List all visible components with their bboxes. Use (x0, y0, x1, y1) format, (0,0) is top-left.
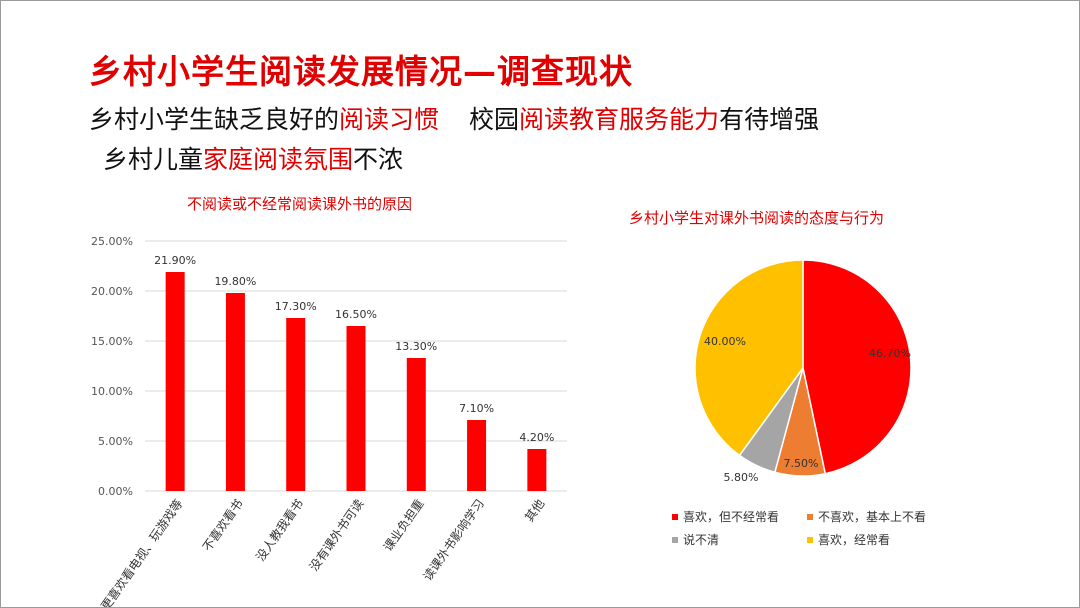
bar (346, 326, 366, 491)
legend-entry: 不喜欢，基本上不看 (818, 509, 926, 524)
y-tick-label: 0.00% (98, 485, 133, 498)
bar (527, 449, 547, 491)
bar-data-label: 7.10% (459, 402, 494, 415)
bar (165, 272, 185, 491)
line1-highlight-reading-habit: 阅读习惯 (339, 105, 440, 134)
bar (467, 420, 487, 491)
legend-entry: 喜欢，经常看 (818, 532, 890, 547)
pie-chart-title: 乡村小学生对课外书阅读的态度与行为 (629, 209, 885, 227)
legend-entry: 说不清 (683, 532, 719, 547)
bar-data-label: 13.30% (395, 340, 437, 353)
legend-swatch (672, 514, 678, 520)
legend-swatch (807, 514, 813, 520)
pie-data-label: 46.70% (869, 347, 911, 360)
bar (406, 358, 426, 491)
legend-swatch (672, 537, 678, 543)
bar-chart: 0.00% 5.00% 10.00% 15.00% 20.00% 25.00% 21.90%… (91, 235, 567, 607)
bar-data-label: 4.20% (519, 431, 554, 444)
subtitle-line-1: 乡村小学生缺乏良好的阅读习惯 校园阅读教育服务能力有待增强 (89, 100, 819, 136)
bar-chart-title: 不阅读或不经常阅读课外书的原因 (187, 195, 413, 213)
bar-data-label: 21.90% (154, 254, 196, 267)
y-tick-label: 20.00% (91, 285, 133, 298)
subtitle-line-2: 乡村儿童家庭阅读氛围不浓 (103, 140, 403, 176)
line2-highlight-family: 家庭阅读氛围 (203, 145, 354, 174)
line2-text-2: 不浓 (353, 145, 404, 174)
legend-swatch (807, 537, 813, 543)
bar-data-label: 16.50% (335, 308, 377, 321)
y-tick-label: 10.00% (91, 385, 133, 398)
bar (286, 318, 306, 491)
pie-slice (802, 259, 912, 475)
bar-data-label: 19.80% (214, 275, 256, 288)
bar-data-label: 17.30% (275, 300, 317, 313)
pie-data-label: 5.80% (724, 471, 759, 484)
slide-title: 乡村小学生阅读发展情况—调查现状 (89, 52, 633, 91)
line1-text-1: 乡村小学生缺乏良好的 (89, 105, 340, 134)
y-tick-label: 5.00% (98, 435, 133, 448)
line1-text-3: 有待增强 (719, 105, 820, 134)
line1-text-2: 校园 (469, 105, 520, 134)
pie-data-label: 7.50% (784, 457, 819, 470)
pie-slice (694, 259, 804, 457)
legend-entry: 喜欢，但不经常看 (683, 509, 779, 524)
line2-text-1: 乡村儿童 (103, 145, 204, 174)
y-tick-label: 15.00% (91, 335, 133, 348)
line1-highlight-service: 阅读教育服务能力 (519, 105, 720, 134)
bar (225, 293, 245, 491)
pie-data-label: 40.00% (704, 335, 746, 348)
y-tick-label: 25.00% (91, 235, 133, 248)
